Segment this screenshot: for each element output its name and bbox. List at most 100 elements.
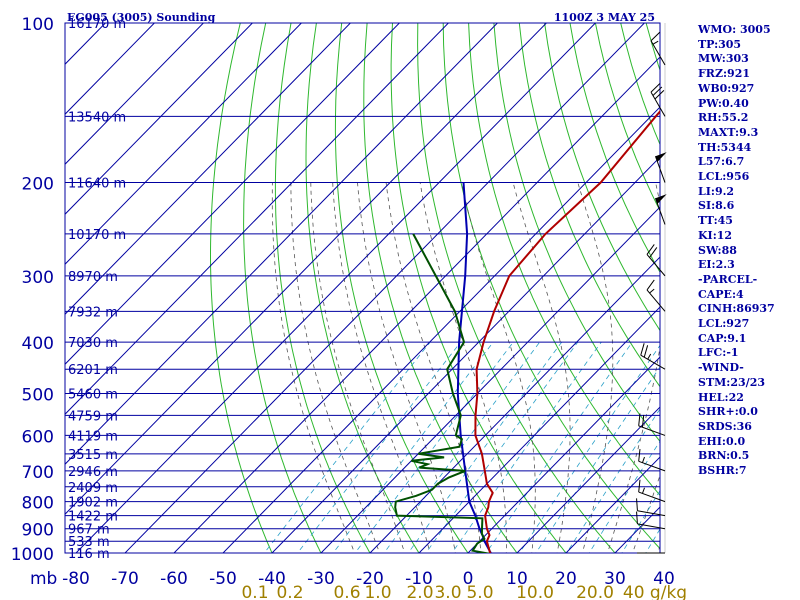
- mixing-ratio-label: 10.0: [516, 583, 554, 600]
- mixing-ratio-label: 2.0: [406, 583, 433, 600]
- station-title: EG005 (3005) Sounding: [67, 11, 216, 24]
- wind-barb-shaft: [638, 460, 666, 472]
- moist-adiabat: [632, 474, 660, 553]
- wind-barb-half-flag: [652, 40, 659, 45]
- parcel-trace: [456, 182, 492, 553]
- pressure-tick-label: 800: [22, 494, 54, 514]
- wind-barb-shaft: [646, 254, 666, 277]
- index-line: CINH:86937: [698, 302, 775, 316]
- wind-barb-shaft: [654, 198, 666, 225]
- isotherm: [467, 356, 660, 553]
- index-line: LCL:956: [698, 170, 750, 184]
- dry-adiabat: [210, 23, 273, 553]
- pressure-tick-label: 500: [22, 385, 54, 405]
- index-line: CAPE:4: [698, 287, 744, 301]
- pressure-tick-label: 200: [22, 175, 54, 195]
- dry-adiabat: [468, 23, 660, 497]
- isotherm: [65, 23, 205, 165]
- height-label: 5460 m: [68, 387, 118, 402]
- wind-barb-shaft: [638, 425, 666, 436]
- wind-barb: [650, 83, 666, 117]
- wind-barb-flag: [646, 279, 655, 291]
- index-line: TT:45: [698, 214, 733, 228]
- wind-barb: [646, 279, 666, 312]
- index-line: STM:23/23: [698, 375, 765, 389]
- moist-adiabat: [607, 182, 660, 553]
- mixing-ratio-line: [425, 341, 579, 553]
- index-line: BRN:0.5: [698, 449, 750, 463]
- wind-barb-shaft: [650, 91, 666, 117]
- isotherm: [65, 23, 352, 315]
- wind-barb-shaft: [646, 289, 666, 312]
- height-label: 8970 m: [68, 270, 118, 285]
- height-label: 2409 m: [68, 481, 118, 496]
- wind-barb: [654, 152, 667, 183]
- valid-time: 1100Z 3 MAY 25: [554, 11, 655, 24]
- pressure-tick-label: 400: [22, 334, 54, 354]
- index-line: CAP:9.1: [698, 331, 747, 345]
- isotherm: [65, 23, 499, 465]
- height-label: 6201 m: [68, 363, 118, 378]
- wind-barb-flag: [641, 414, 645, 428]
- index-line: RH:55.2: [698, 111, 749, 125]
- index-line: -PARCEL-: [698, 272, 758, 286]
- wind-barb-shaft: [638, 491, 666, 503]
- wind-barb: [636, 498, 666, 517]
- plot-border: [64, 22, 661, 554]
- indices-panel: WMO: 3005 TP:305 MW:303 FRZ:921 WB0:927 PW:0.…: [698, 23, 800, 479]
- height-label: 2946 m: [68, 465, 118, 480]
- pressure-tick-label: 300: [22, 268, 54, 288]
- wind-barb-flag: [650, 31, 661, 42]
- moist-adiabat: [385, 182, 482, 553]
- isotherm: [222, 106, 660, 553]
- wind-barb-flag: [636, 511, 638, 524]
- index-line: SRDS:36: [698, 419, 752, 433]
- isotherm: [271, 156, 660, 553]
- mixing-ratio-line: [407, 341, 563, 553]
- index-line: MW:303: [698, 52, 749, 66]
- temperature-tick-label: -60: [160, 569, 188, 589]
- wind-barb: [638, 413, 666, 436]
- dry-adiabat: [518, 23, 660, 388]
- pressure-tick-label: 700: [22, 463, 54, 483]
- mixing-ratio-line: [519, 344, 660, 553]
- wind-barb: [650, 31, 666, 66]
- temperature-tick-label: -10: [405, 569, 433, 589]
- wind-barb: [654, 194, 667, 225]
- height-label: 967 m: [68, 523, 110, 538]
- mixing-ratio-line: [535, 366, 660, 553]
- height-label: 533 m: [68, 535, 110, 550]
- index-line: TH:5344: [698, 140, 752, 154]
- height-label: 4759 m: [68, 409, 118, 424]
- wind-barb-flag: [650, 83, 661, 93]
- mixing-ratio-label: 20.0: [576, 583, 614, 600]
- wind-barb-shaft: [637, 523, 666, 530]
- height-label: 13540 m: [68, 110, 126, 125]
- temperature-tick-label: -80: [62, 569, 90, 589]
- index-line: -WIND-: [698, 361, 744, 375]
- index-line: LCL:927: [698, 317, 750, 331]
- dry-adiabat: [274, 23, 371, 553]
- index-line: SI:8.6: [698, 199, 735, 213]
- index-line: FRZ:921: [698, 67, 751, 81]
- isotherm: [369, 256, 660, 553]
- mixing-ratio-line: [451, 341, 602, 553]
- temperature-tick-label: 20: [555, 569, 577, 589]
- wind-barb-half-flag: [649, 288, 655, 294]
- dry-adiabat: [363, 23, 518, 553]
- wind-barb-flag: [652, 86, 663, 96]
- dewpoint-trace: [394, 233, 491, 553]
- dry-adiabat: [243, 23, 322, 553]
- isotherm: [516, 406, 660, 553]
- dry-adiabat: [417, 23, 616, 553]
- index-line: LFC:-1: [698, 346, 739, 360]
- wind-barb-half-flag: [641, 456, 645, 463]
- moist-adiabat: [271, 182, 356, 553]
- wind-barb-flag: [646, 244, 655, 255]
- temperature-tick-label: 40: [653, 569, 675, 589]
- wind-barb-flag: [654, 90, 665, 100]
- index-line: MAXT:9.3: [698, 125, 759, 139]
- axis-unit-label: mb: [30, 569, 57, 589]
- temperature-tick-label: 10: [506, 569, 528, 589]
- height-label: 7030 m: [68, 336, 118, 351]
